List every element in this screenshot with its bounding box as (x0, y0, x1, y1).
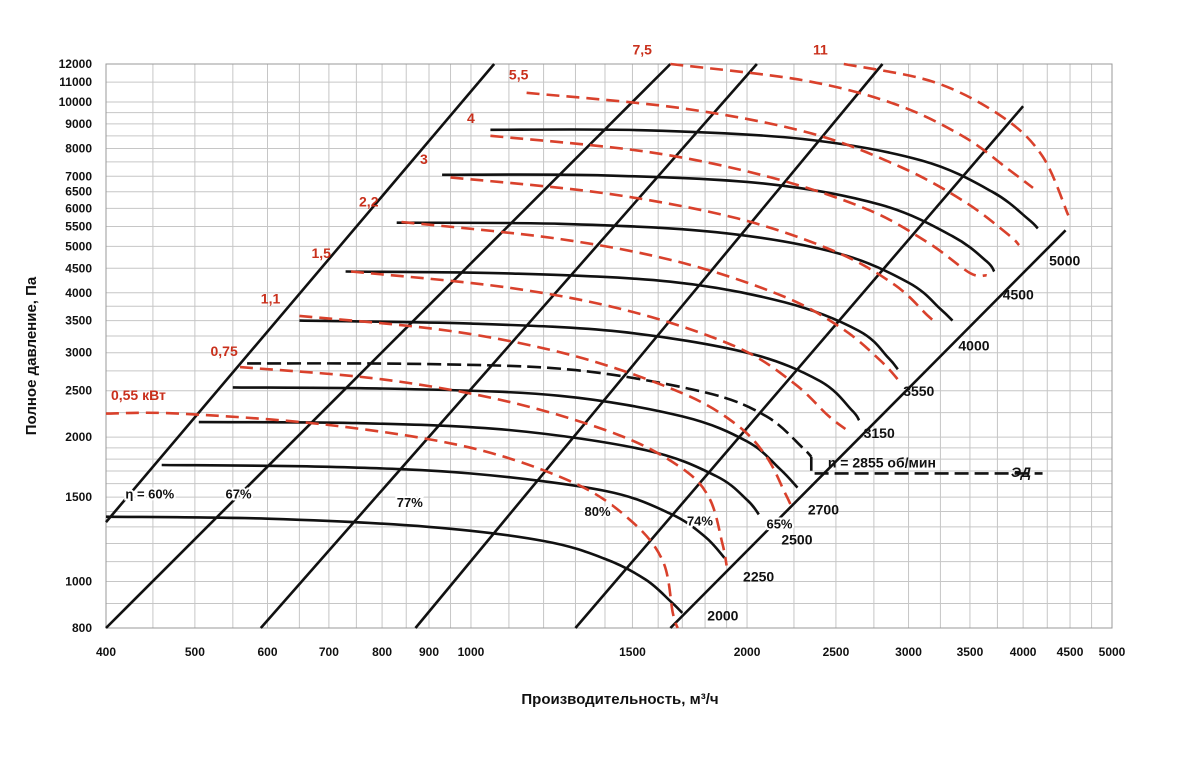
x-tick-label: 600 (257, 645, 277, 659)
motor-tag-label: ЭД (1011, 464, 1031, 480)
y-tick-label: 6000 (65, 201, 92, 215)
motor-curve-line (247, 362, 813, 458)
efficiency-label: η = 60% (125, 486, 174, 501)
motor-curve-leader (809, 456, 1043, 475)
efficiency-line (574, 105, 1025, 629)
y-tick-label: 8000 (65, 141, 92, 155)
speed-curve-4000 (396, 221, 954, 322)
power-label: 7,5 (632, 42, 652, 58)
power-curve-4 (490, 134, 987, 278)
x-tick-label: 900 (419, 645, 439, 659)
power-curve-11 (843, 62, 1070, 216)
speed-label: 2700 (808, 501, 839, 517)
y-axis-title: Полное давление, Па (23, 276, 40, 435)
y-tick-label: 3000 (65, 346, 92, 360)
y-tick-label: 4500 (65, 261, 92, 275)
power-curve-3 (450, 176, 938, 325)
power-label: 2,2 (359, 194, 379, 210)
x-tick-label: 1000 (458, 645, 485, 659)
y-tick-label: 5500 (65, 219, 92, 233)
motor-curve (247, 362, 1043, 475)
y-tick-label: 10000 (59, 95, 93, 109)
x-tick-label: 3000 (895, 645, 922, 659)
x-tick-label: 400 (96, 645, 116, 659)
power-label: 1,1 (261, 290, 281, 306)
y-tick-label: 1000 (65, 575, 92, 589)
power-curve-1-1 (299, 314, 792, 505)
power-label: 3 (420, 151, 428, 167)
axis-ticks: 400 500 600 700 800 900 1000 1500 2000 2500 3000 35… (59, 57, 1126, 659)
speed-curve-2700 (232, 386, 799, 489)
power-curve-0-75 (239, 365, 728, 566)
y-tick-label: 1500 (65, 490, 92, 504)
speed-curve-2500 (198, 420, 760, 516)
efficiency-label: 74% (687, 513, 713, 528)
efficiency-line (105, 63, 672, 629)
y-tick-label: 5000 (65, 239, 92, 253)
x-tick-label: 1500 (619, 645, 646, 659)
x-tick-label: 5000 (1099, 645, 1126, 659)
power-label: 0,55 кВт (111, 387, 166, 403)
speed-label: 3150 (864, 425, 895, 441)
speed-curve-4500 (442, 173, 996, 273)
speed-label: 2000 (707, 607, 738, 623)
power-curve-7-5 (670, 62, 1034, 189)
efficiency-label: 65% (766, 516, 792, 531)
grid (105, 63, 1113, 629)
y-tick-label: 6500 (65, 185, 92, 199)
speed-label: 5000 (1049, 253, 1080, 269)
speed-label: 2250 (743, 569, 774, 585)
speed-label: 4500 (1003, 287, 1034, 303)
speed-label: 4000 (958, 338, 989, 354)
speed-curve-3150 (299, 319, 861, 421)
efficiency-line (669, 229, 1067, 629)
speed-curves (105, 128, 1039, 614)
efficiency-label: 80% (585, 504, 611, 519)
speed-curve-2000 (105, 515, 684, 614)
x-tick-label: 500 (185, 645, 205, 659)
speed-curve-5000 (490, 128, 1039, 230)
motor-speed-label: n = 2855 об/мин (828, 454, 936, 470)
power-label: 5,5 (509, 66, 529, 82)
power-curve-2-2 (401, 220, 901, 382)
speed-curve-3550 (345, 270, 899, 371)
speed-curve-2250 (161, 463, 726, 559)
x-tick-label: 2500 (823, 645, 850, 659)
y-tick-label: 2000 (65, 430, 92, 444)
power-curves (105, 62, 1070, 629)
y-tick-label: 2500 (65, 384, 92, 398)
power-label: 4 (467, 110, 475, 126)
x-axis-title: Производительность, м³/ч (521, 691, 718, 708)
x-tick-label: 3500 (957, 645, 984, 659)
power-label: 1,5 (311, 245, 331, 261)
power-curve-0-55 (105, 411, 679, 629)
x-tick-label: 2000 (734, 645, 761, 659)
y-tick-label: 7000 (65, 169, 92, 183)
x-tick-label: 4000 (1010, 645, 1037, 659)
x-tick-label: 700 (319, 645, 339, 659)
y-tick-label: 11000 (59, 75, 92, 89)
y-tick-label: 12000 (59, 57, 93, 71)
efficiency-label: 67% (226, 486, 252, 501)
efficiency-label: 77% (397, 495, 423, 510)
y-tick-label: 3500 (65, 314, 92, 328)
x-tick-label: 4500 (1057, 645, 1084, 659)
curve-labels: 2000 2250 2500 2700 3150 3550 4000 4500 5000 η = … (111, 42, 1081, 624)
x-tick-label: 800 (372, 645, 392, 659)
y-tick-label: 9000 (65, 117, 92, 131)
power-curve-5-5 (526, 91, 1021, 247)
power-curve-1-5 (350, 270, 847, 431)
efficiency-line (105, 63, 496, 523)
efficiency-line (259, 63, 758, 629)
power-label: 0,75 (210, 343, 237, 359)
speed-label: 2500 (781, 531, 812, 547)
plot-frame (105, 63, 1113, 629)
speed-label: 3550 (903, 383, 934, 399)
y-tick-label: 4000 (65, 286, 92, 300)
power-label: 11 (813, 42, 828, 58)
y-tick-label: 800 (72, 621, 92, 635)
